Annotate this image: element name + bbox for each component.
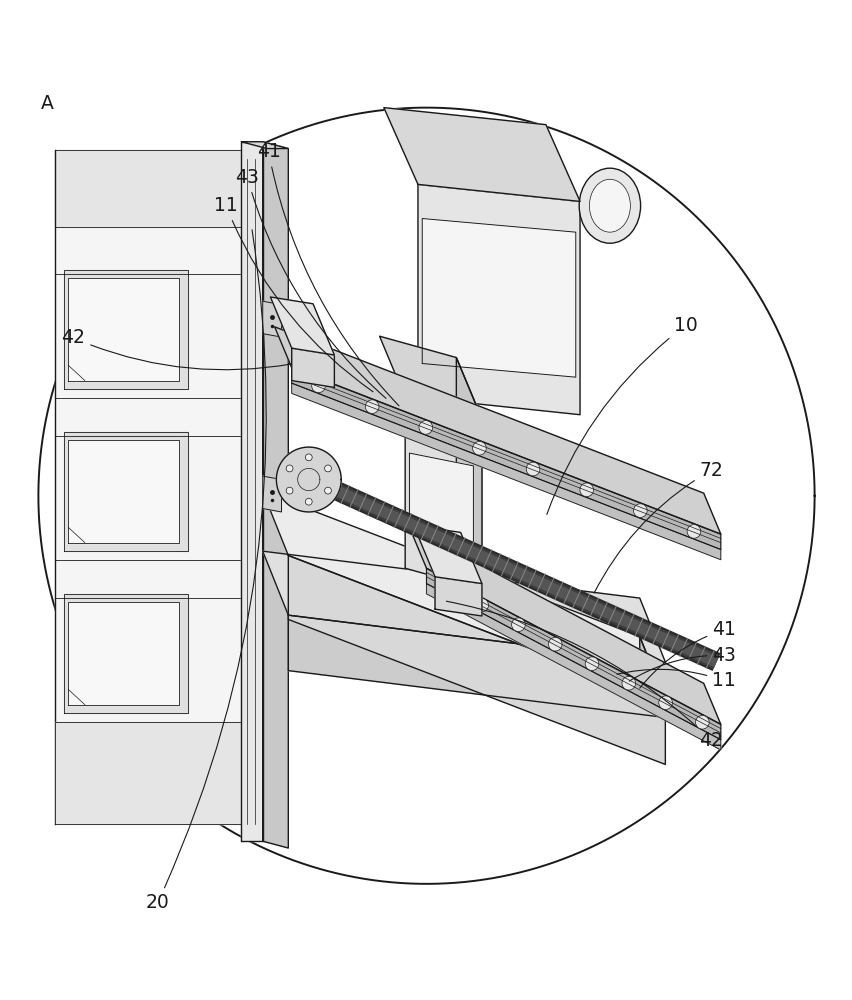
Circle shape [621,676,635,690]
Polygon shape [64,432,187,551]
Ellipse shape [589,179,630,232]
Polygon shape [405,398,481,590]
Polygon shape [262,551,665,662]
Polygon shape [64,270,187,389]
Polygon shape [639,636,665,718]
Text: 72: 72 [593,461,722,593]
Circle shape [548,637,561,651]
Text: 43: 43 [629,646,735,681]
Polygon shape [68,602,179,705]
Polygon shape [262,301,281,337]
Polygon shape [426,568,720,740]
Polygon shape [288,555,665,764]
Circle shape [658,696,671,710]
Polygon shape [291,348,334,387]
Text: 41: 41 [639,620,735,688]
Text: 10: 10 [546,316,697,514]
Circle shape [418,421,432,434]
Circle shape [694,715,708,729]
Text: 20: 20 [146,230,266,912]
Polygon shape [270,297,334,355]
Circle shape [285,465,292,472]
Polygon shape [55,150,241,227]
Circle shape [305,454,312,461]
Text: 11: 11 [214,196,372,392]
Polygon shape [417,184,579,415]
Polygon shape [262,491,665,700]
Polygon shape [262,142,288,848]
Polygon shape [291,383,720,560]
Circle shape [687,525,700,538]
Polygon shape [274,327,720,534]
Ellipse shape [579,168,640,243]
Polygon shape [276,447,341,512]
Circle shape [311,379,325,393]
Text: 42: 42 [446,601,722,750]
Circle shape [579,483,593,497]
Circle shape [633,504,647,517]
Polygon shape [288,615,665,718]
Circle shape [325,465,331,472]
Polygon shape [241,142,288,149]
Circle shape [475,598,488,612]
Polygon shape [456,358,481,590]
Polygon shape [64,594,187,713]
Circle shape [438,579,452,592]
Text: 42: 42 [61,328,291,370]
Polygon shape [435,577,481,616]
Polygon shape [409,453,473,543]
Polygon shape [68,440,179,543]
Text: 43: 43 [235,168,386,398]
Text: 11: 11 [616,669,735,690]
Polygon shape [291,368,720,549]
Circle shape [305,498,312,505]
Polygon shape [262,476,281,512]
Polygon shape [55,150,241,824]
Text: 41: 41 [256,142,399,406]
Circle shape [526,462,539,476]
Polygon shape [38,108,814,884]
Polygon shape [379,336,481,419]
Polygon shape [383,108,579,201]
Polygon shape [413,526,481,584]
Text: A: A [40,94,54,113]
Circle shape [365,400,378,413]
Circle shape [511,618,525,632]
Polygon shape [426,584,720,750]
Circle shape [325,487,331,494]
Circle shape [584,657,598,671]
Polygon shape [409,527,720,724]
Polygon shape [55,722,241,824]
Polygon shape [68,278,179,381]
Circle shape [472,441,486,455]
Polygon shape [422,219,575,377]
Polygon shape [241,142,262,841]
Circle shape [285,487,292,494]
